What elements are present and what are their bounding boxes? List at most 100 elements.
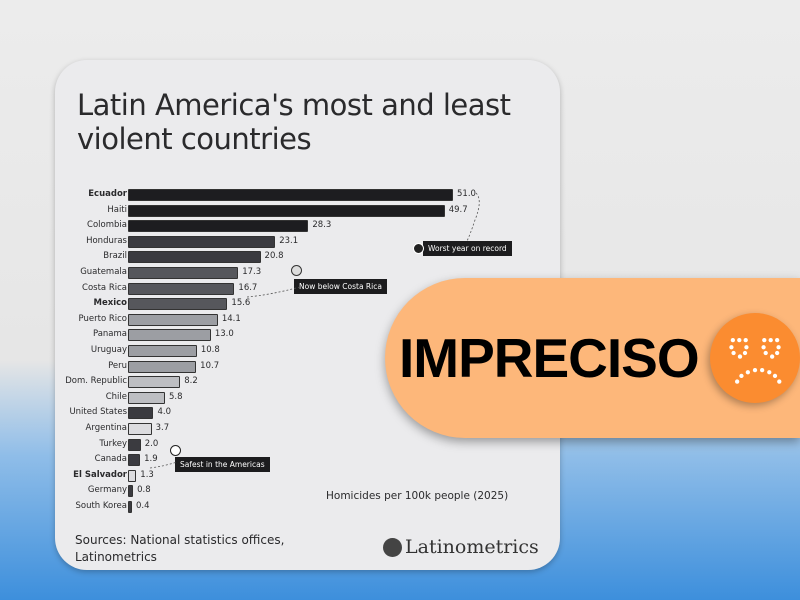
bar-row: Colombia 28.3 <box>55 219 560 234</box>
bar <box>128 267 239 279</box>
bar <box>128 391 165 404</box>
sad-face-dots <box>729 338 782 384</box>
bar-row: Haiti 49.7 <box>55 204 560 219</box>
value-label: 8.2 <box>184 376 198 387</box>
annotation-el-salvador: Safest in the Americas <box>175 457 270 472</box>
bar-row: Mexico 15.6 <box>55 297 560 312</box>
category-label: Peru <box>108 360 127 371</box>
bar <box>128 360 197 373</box>
brand-name: Latinometrics <box>405 536 539 558</box>
bar <box>128 423 152 435</box>
value-label: 0.8 <box>137 485 151 496</box>
bar-row: Honduras 23.1 <box>55 235 560 250</box>
value-label: 51.0 <box>457 189 476 199</box>
category-label: Turkey <box>99 438 127 449</box>
latinometrics-logo-icon <box>383 537 402 557</box>
category-label: Haiti <box>107 204 127 215</box>
value-label: 15.6 <box>231 298 251 309</box>
value-label: 3.7 <box>155 423 170 433</box>
bar-row: Argentina 3.7 <box>55 422 560 437</box>
bar <box>128 313 218 326</box>
bar-row: Canada 1.9 <box>55 453 560 468</box>
bar-row: Guatemala 17.3 <box>55 266 560 281</box>
category-label: Uruguay <box>90 345 127 355</box>
bar <box>128 376 181 389</box>
annotation-connectors <box>149 192 480 469</box>
value-label: 20.8 <box>264 251 284 262</box>
value-label: 1.3 <box>140 469 154 480</box>
bar-row: Uruguay 10.8 <box>55 344 560 359</box>
bar <box>128 220 309 233</box>
bar <box>128 454 141 467</box>
value-label: 23.1 <box>279 235 299 246</box>
category-label: Mexico <box>93 298 128 309</box>
category-label: Germany <box>87 485 127 496</box>
rating-badge: IMPRECISO <box>385 278 800 438</box>
bar-row: Turkey 2.0 <box>55 438 560 453</box>
value-label: 10.7 <box>200 360 220 371</box>
bar-row: Dom. Republic 8.2 <box>55 375 560 390</box>
bar-row: Chile 5.8 <box>55 391 560 406</box>
mexico-flag-icon <box>291 265 302 276</box>
category-label: Guatemala <box>80 267 127 277</box>
bar <box>128 345 197 357</box>
bar <box>128 469 137 482</box>
category-label: Chile <box>105 391 127 402</box>
bar <box>128 329 211 342</box>
value-label: 5.8 <box>168 391 183 402</box>
bar <box>128 282 235 295</box>
value-label: 10.8 <box>200 345 220 355</box>
bar <box>128 407 154 420</box>
category-label: Costa Rica <box>82 282 127 293</box>
sources-text: Sources: National statistics offices, La… <box>75 533 285 564</box>
value-label: 16.7 <box>238 282 258 293</box>
value-label: 13.0 <box>214 329 234 340</box>
category-label: South Korea <box>75 501 127 511</box>
category-label: Colombia <box>87 220 127 231</box>
bar-row: Costa Rica 16.7 <box>55 282 560 297</box>
bar-row: United States 4.0 <box>55 406 560 421</box>
chart-title: Latin America's most and least violent c… <box>77 88 511 156</box>
category-label: Honduras <box>86 235 127 246</box>
axis-label: Homicides per 100k people (2025) <box>326 490 509 502</box>
brand-logo: Latinometrics <box>383 536 539 558</box>
value-label: 1.9 <box>144 454 158 465</box>
sad-face-icon <box>710 313 800 403</box>
category-label: Brazil <box>103 251 127 262</box>
value-label: 17.3 <box>242 267 262 277</box>
category-label: Canada <box>94 454 127 465</box>
value-label: 14.1 <box>221 313 241 324</box>
bar <box>128 438 141 451</box>
value-label: 28.3 <box>312 220 332 231</box>
ecuador-flag-icon <box>413 243 424 254</box>
bar <box>128 501 132 513</box>
value-label: 4.0 <box>157 407 172 418</box>
bar <box>128 235 276 248</box>
category-label: Dom. Republic <box>65 376 127 387</box>
bar-row: Ecuador 51.0 <box>55 188 560 203</box>
annotation-worst-year: Worst year on record <box>423 241 512 256</box>
bar-row: South Korea 0.4 <box>55 500 560 515</box>
bar-row: Puerto Rico 14.1 <box>55 313 560 328</box>
bar <box>128 204 445 217</box>
category-label: Ecuador <box>88 189 127 199</box>
rating-label: IMPRECISO <box>399 327 700 389</box>
el-salvador-flag-icon <box>170 445 181 456</box>
value-label: 49.7 <box>448 204 468 215</box>
annotation-mexico: Now below Costa Rica <box>294 279 387 294</box>
bar-row: Brazil 20.8 <box>55 250 560 265</box>
bar <box>128 485 134 498</box>
category-label: United States <box>69 407 127 418</box>
category-label: Argentina <box>85 423 127 433</box>
bar <box>128 251 261 264</box>
bar-row: El Salvador 1.3 <box>55 469 560 484</box>
bar-row: Germany 0.8 <box>55 484 560 499</box>
bar <box>128 189 453 201</box>
category-label: El Salvador <box>73 469 127 480</box>
bar <box>128 298 228 311</box>
category-label: Panama <box>92 329 127 340</box>
category-label: Puerto Rico <box>78 313 127 324</box>
bar-row: Panama 13.0 <box>55 328 560 343</box>
value-label: 2.0 <box>144 438 159 449</box>
bar-row: Peru 10.7 <box>55 360 560 375</box>
